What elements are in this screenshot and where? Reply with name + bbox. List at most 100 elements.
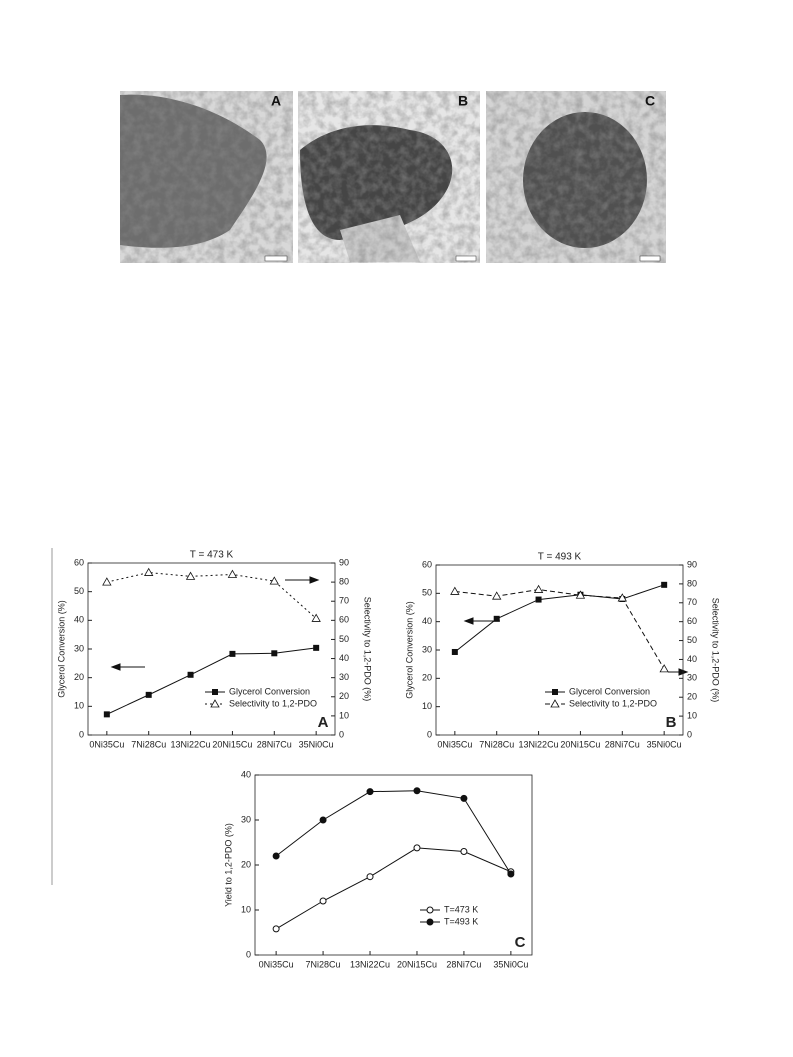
marker (229, 650, 236, 657)
y-tick-label: 0 (427, 729, 432, 739)
marker (492, 591, 502, 600)
y-tick-label: 10 (422, 701, 432, 711)
x-tick-label: 35Ni0Cu (299, 739, 334, 749)
y2-tick-label: 90 (687, 559, 697, 569)
legend-label: Glycerol Conversion (569, 686, 650, 696)
marker (533, 584, 544, 593)
series-line (275, 847, 512, 930)
y-tick-label: 50 (422, 588, 432, 598)
y-tick-label: 20 (74, 672, 84, 682)
y-tick-label: 0 (79, 729, 84, 739)
y-tick-label: 60 (422, 559, 432, 569)
plot-frame (87, 562, 336, 736)
y2-tick-label: 0 (339, 729, 344, 739)
marker (366, 788, 374, 796)
marker (366, 873, 374, 881)
x-tick-label: 28Ni7Cu (605, 739, 640, 749)
marker (319, 897, 327, 905)
y-tick-label: 40 (422, 616, 432, 626)
x-tick-label: 0Ni35Cu (259, 959, 294, 969)
marker (552, 689, 558, 695)
marker (426, 906, 434, 914)
marker (271, 650, 278, 657)
x-tick-label: 13Ni22Cu (519, 739, 559, 749)
x-tick-label: 13Ni22Cu (350, 959, 390, 969)
micrograph-label: A (271, 93, 281, 109)
marker (507, 870, 515, 878)
y2-tick-label: 10 (687, 710, 697, 720)
y-tick-label: 30 (74, 643, 84, 653)
series-line (454, 584, 665, 653)
y-tick-label: 20 (422, 673, 432, 683)
x-tick-label: 20Ni15Cu (560, 739, 600, 749)
series-line (106, 647, 317, 715)
marker (575, 590, 586, 599)
x-tick-label: 35Ni0Cu (647, 739, 682, 749)
y2-axis-label: Selectivity to 1,2-PDO (%) (363, 597, 373, 702)
x-tick-label: 0Ni35Cu (89, 739, 124, 749)
marker (426, 918, 434, 926)
micrograph-b: B (298, 91, 480, 263)
marker (272, 852, 280, 860)
marker (659, 664, 669, 673)
y2-tick-label: 90 (339, 557, 349, 567)
x-tick-label: 20Ni15Cu (397, 959, 437, 969)
y-tick-label: 60 (74, 557, 84, 567)
x-tick-label: 7Ni28Cu (306, 959, 341, 969)
y-axis-label: Glycerol Conversion (%) (404, 601, 414, 699)
y2-tick-label: 30 (687, 673, 697, 683)
series-line (454, 589, 665, 670)
micrograph-label: C (645, 93, 655, 109)
y-axis-label: Yield to 1,2-PDO (%) (223, 823, 233, 907)
y2-tick-label: 40 (687, 654, 697, 664)
panel-label: A (318, 714, 329, 731)
legend-label: T=473 K (444, 904, 478, 914)
y2-tick-label: 80 (339, 576, 349, 586)
marker (311, 613, 321, 622)
annotation-arrows (110, 576, 689, 676)
x-tick-label: 0Ni35Cu (437, 739, 472, 749)
legend-label: Selectivity to 1,2-PDO (229, 698, 317, 708)
y2-tick-label: 60 (339, 615, 349, 625)
panel-label: C (515, 934, 526, 951)
y2-tick-label: 70 (687, 597, 697, 607)
y-tick-label: 0 (246, 949, 251, 959)
y2-tick-label: 30 (339, 672, 349, 682)
micrograph-a: A (120, 91, 293, 263)
marker (319, 816, 327, 824)
x-tick-label: 13Ni22Cu (171, 739, 211, 749)
marker (185, 571, 196, 580)
x-tick-label: 20Ni15Cu (212, 739, 252, 749)
marker (460, 794, 468, 802)
marker (413, 787, 421, 795)
x-tick-label: 7Ni28Cu (479, 739, 514, 749)
y-tick-label: 10 (74, 701, 84, 711)
x-tick-label: 35Ni0Cu (493, 959, 528, 969)
x-tick-label: 28Ni7Cu (446, 959, 481, 969)
x-tick-label: 7Ni28Cu (131, 739, 166, 749)
legend-label: Glycerol Conversion (229, 686, 310, 696)
marker (535, 596, 542, 603)
panel-label: B (666, 714, 677, 731)
marker (102, 577, 112, 586)
y-axis-label: Glycerol Conversion (%) (56, 600, 66, 698)
y2-tick-label: 20 (687, 692, 697, 702)
legend-label: Selectivity to 1,2-PDO (569, 698, 657, 708)
y2-tick-label: 70 (339, 596, 349, 606)
y2-tick-label: 50 (687, 635, 697, 645)
marker (493, 615, 500, 622)
legend-label: T=493 K (444, 916, 478, 926)
series-line (275, 790, 512, 875)
micrograph-c: C (486, 91, 666, 263)
marker (187, 671, 194, 678)
y2-tick-label: 80 (687, 578, 697, 588)
y-tick-label: 30 (422, 644, 432, 654)
marker (212, 689, 218, 695)
marker (413, 844, 421, 852)
marker (313, 644, 320, 651)
y-tick-label: 40 (241, 769, 251, 779)
marker (269, 576, 279, 585)
marker (144, 567, 154, 576)
chart-title: T = 493 K (538, 552, 582, 563)
y-tick-label: 50 (74, 586, 84, 596)
